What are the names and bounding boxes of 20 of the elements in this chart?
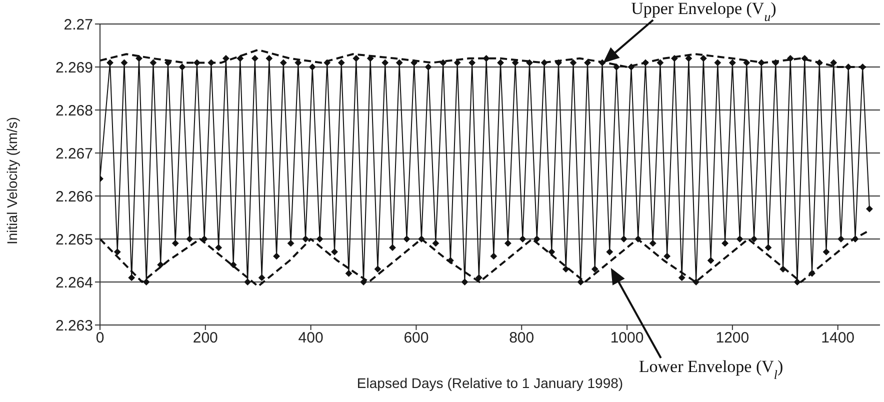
x-axis-title: Elapsed Days (Relative to 1 January 1998) — [356, 375, 624, 391]
y-tick-label: 2.264 — [55, 274, 93, 292]
y-tick-label: 2.267 — [55, 145, 93, 162]
text: Lower Envelope (V$_{l}$) — [638, 357, 784, 382]
x-tick-label: 1400 — [821, 330, 855, 347]
y-axis-title: Initial Velocity (km/s) — [4, 116, 20, 244]
y-tick-label: 2.263 — [55, 317, 93, 334]
y-tick-label: 2.27 — [64, 16, 93, 34]
y-tick-label: 2.268 — [55, 102, 93, 120]
x-tick-label: 1200 — [716, 330, 750, 347]
x-tick-label: 200 — [192, 330, 218, 347]
y-tick-label: 2.265 — [55, 231, 93, 248]
y-tick-label: 2.269 — [55, 59, 93, 76]
x-tick-label: 600 — [404, 330, 429, 347]
x-tick-label: 0 — [96, 330, 104, 347]
x-tick-label: 1000 — [610, 330, 644, 347]
x-tick-label: 800 — [509, 330, 534, 347]
x-tick-label: 400 — [298, 330, 324, 347]
annotation: Upper Envelope (V$_{u}$) — [631, 0, 776, 24]
y-tick-label: 2.266 — [55, 188, 93, 206]
